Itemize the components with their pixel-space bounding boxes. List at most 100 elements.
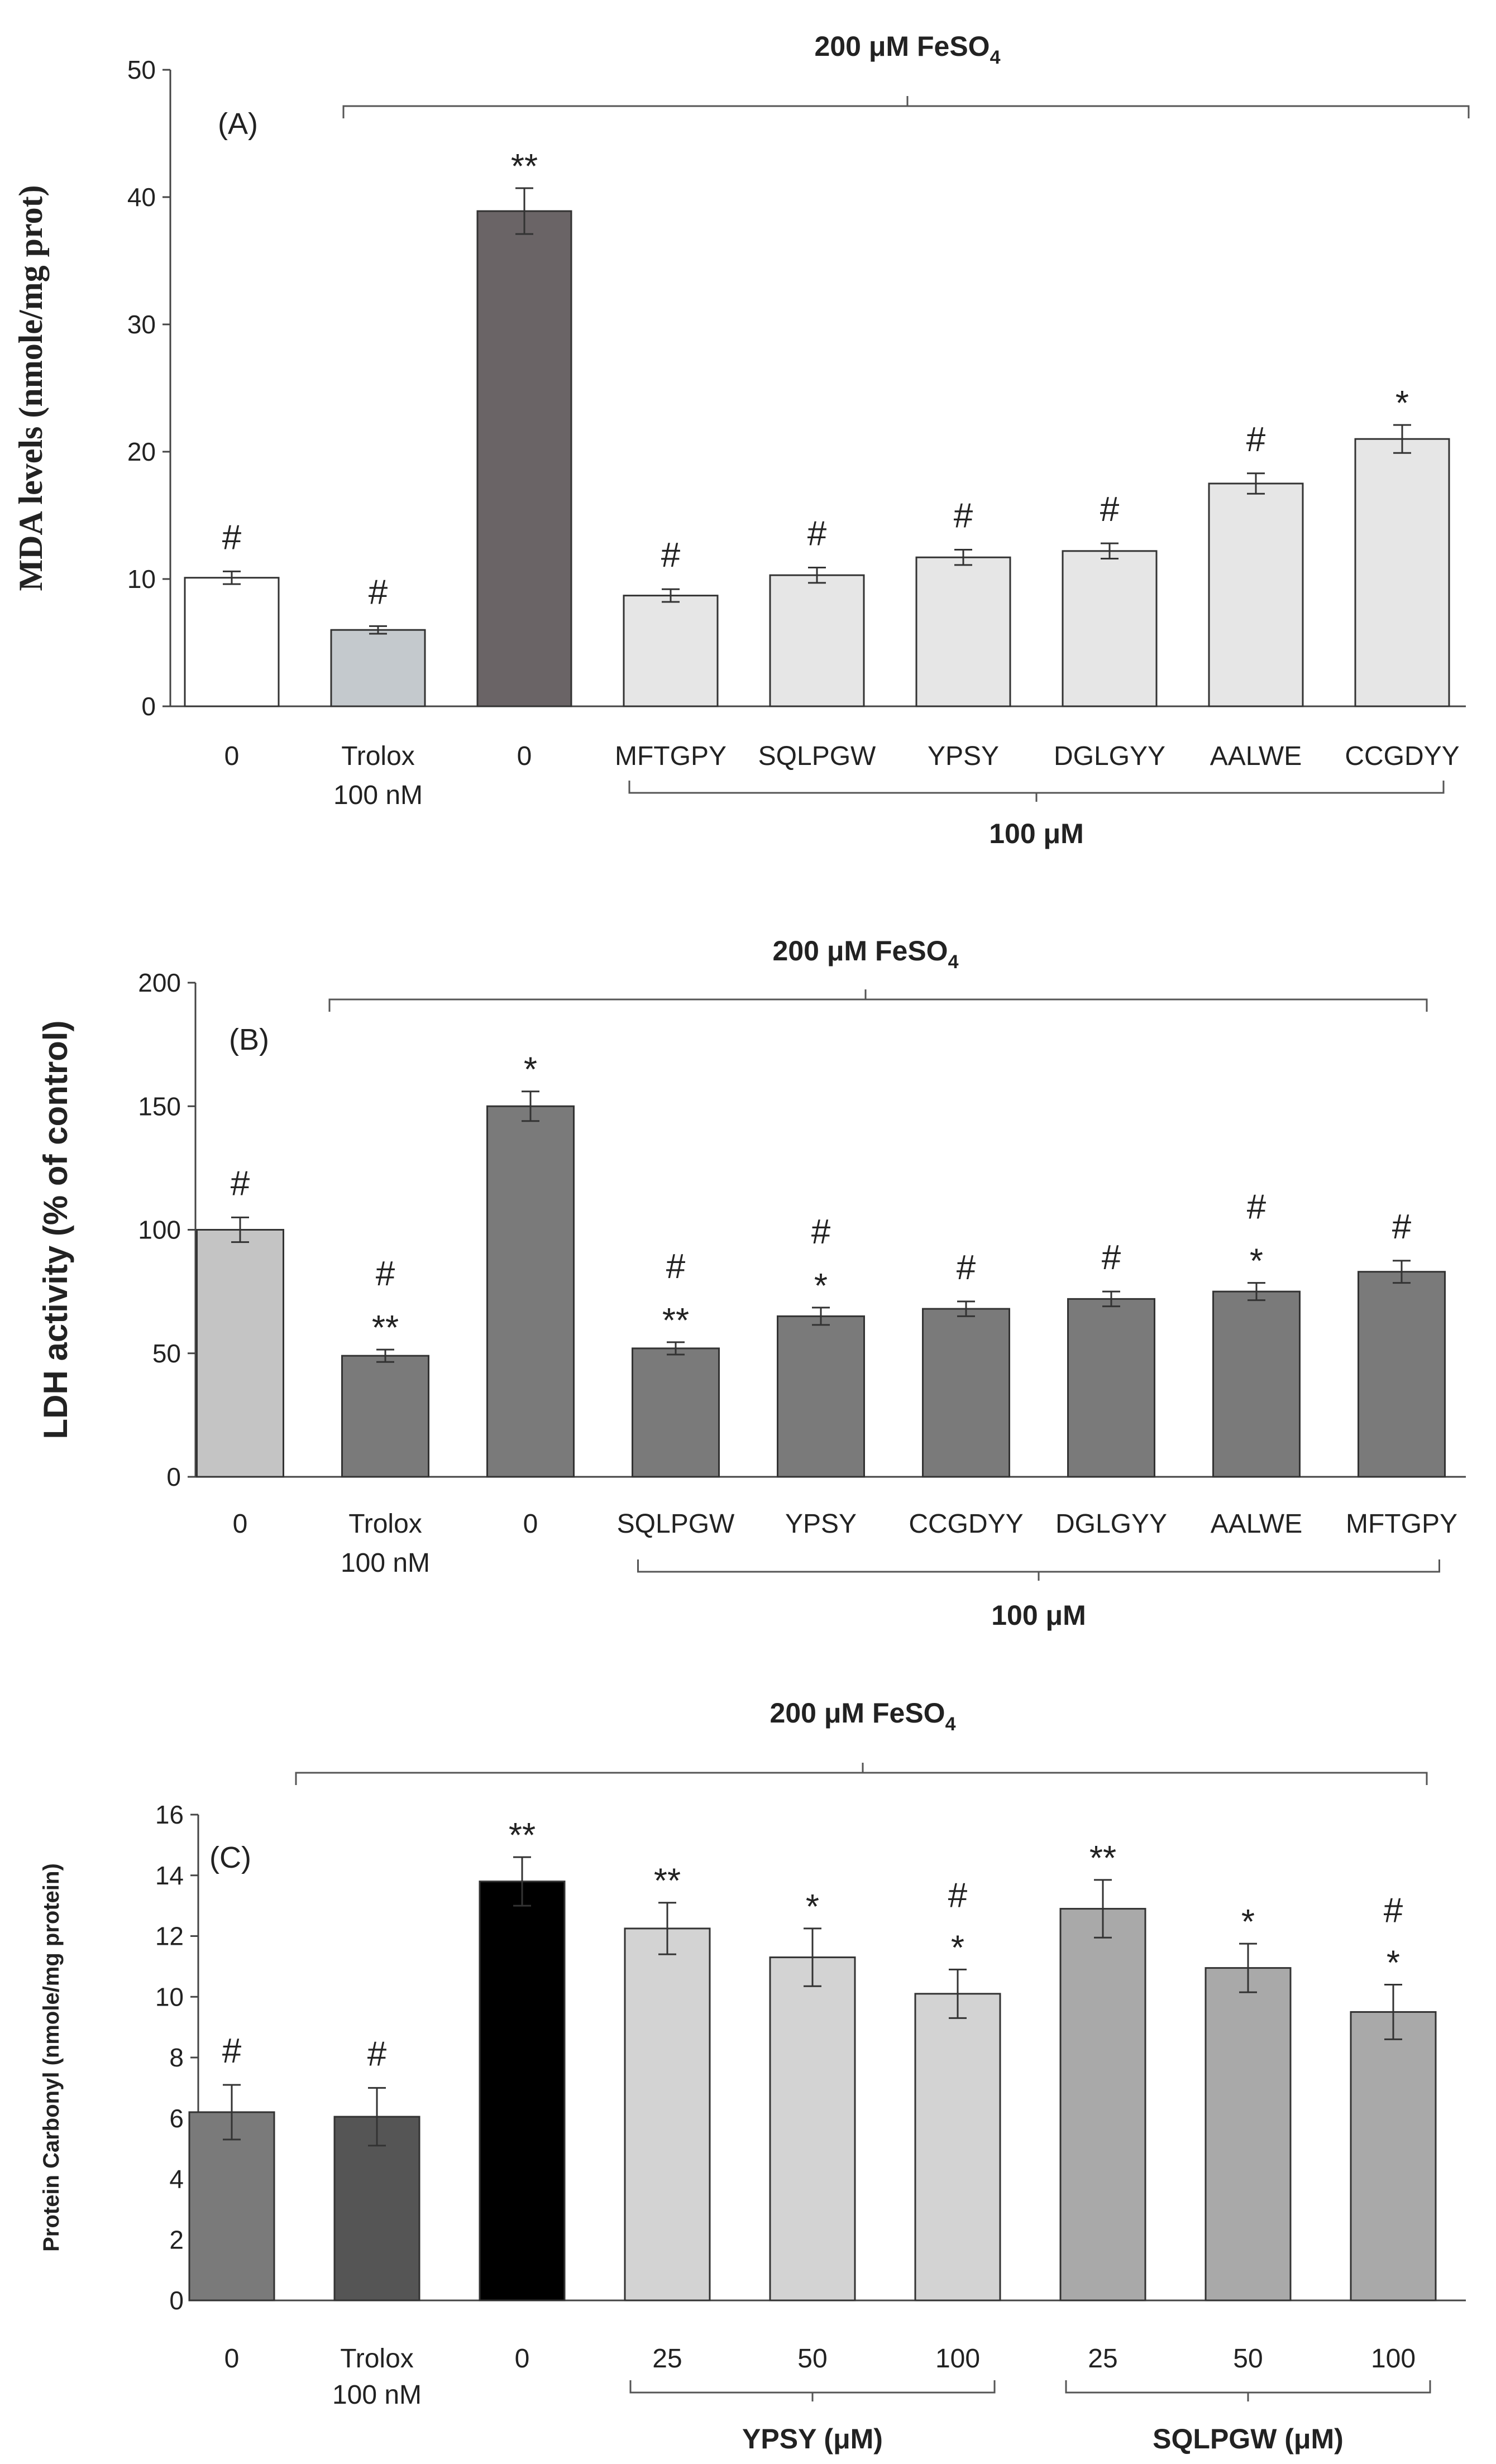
category-label: 0 xyxy=(224,741,240,771)
category-label: CCGDYY xyxy=(909,1509,1023,1539)
bar xyxy=(624,1927,711,2302)
significance-marker: # xyxy=(954,497,973,535)
group-bracket xyxy=(1065,2380,1431,2401)
category-label: 100 xyxy=(1371,2344,1416,2374)
error-bar xyxy=(1393,1260,1411,1284)
group-label: YPSY (μM) xyxy=(742,2423,883,2455)
significance-marker: # xyxy=(369,573,388,611)
significance-marker: ** xyxy=(372,1309,399,1347)
category-label: 50 xyxy=(1233,2344,1263,2374)
significance-marker: # xyxy=(666,1247,686,1286)
category-label: 100 nM xyxy=(332,2380,422,2410)
error-bar xyxy=(1248,1282,1265,1302)
treatment-label-main: 200 μM FeSO xyxy=(815,31,990,62)
error-bar xyxy=(808,566,826,584)
significance-marker: # xyxy=(811,1213,831,1251)
y-tick-label: 50 xyxy=(127,55,156,84)
y-tick-label: 100 xyxy=(138,1216,181,1245)
y-axis-label: LDH activity (% of control) xyxy=(37,1020,74,1439)
y-tick-label: 20 xyxy=(127,437,156,466)
significance-marker: * xyxy=(814,1267,828,1305)
significance-marker: # xyxy=(1392,1208,1412,1246)
error-bar xyxy=(957,1300,975,1317)
significance-marker: # xyxy=(231,1164,250,1203)
category-label: 0 xyxy=(515,2344,530,2374)
bar xyxy=(1350,2011,1437,2302)
error-bar xyxy=(1102,1290,1120,1308)
error-bar xyxy=(515,187,533,235)
category-label: 0 xyxy=(224,2344,240,2374)
category-label: Trolox xyxy=(348,1509,422,1539)
y-tick-label: 200 xyxy=(138,968,181,997)
significance-marker: ** xyxy=(509,1816,536,1855)
y-tick-label: 16 xyxy=(155,1800,184,1829)
significance-marker: * xyxy=(1395,384,1409,423)
treatment-label: 200 μM FeSO4 xyxy=(770,1697,956,1735)
bar xyxy=(196,1229,284,1478)
significance-marker: # xyxy=(1102,1238,1121,1277)
error-bar xyxy=(804,1927,821,1987)
significance-marker: # xyxy=(222,2032,242,2070)
bar xyxy=(1205,1967,1292,2302)
category-label: AALWE xyxy=(1211,1509,1302,1539)
error-bar xyxy=(1384,1984,1402,2040)
category-label: 50 xyxy=(797,2344,827,2374)
bar xyxy=(1067,1298,1155,1478)
error-bar xyxy=(369,625,387,635)
error-bar xyxy=(667,1341,685,1356)
bar xyxy=(341,1355,429,1478)
error-bar xyxy=(1101,542,1119,560)
panel-label: (B) xyxy=(229,1023,269,1056)
error-bar xyxy=(376,1348,394,1363)
y-tick-label: 6 xyxy=(169,2104,184,2133)
significance-marker: # xyxy=(222,518,242,557)
error-bar xyxy=(812,1307,830,1326)
y-tick-label: 0 xyxy=(166,1462,181,1491)
significance-marker: # xyxy=(661,536,681,575)
significance-marker: * xyxy=(951,1929,964,1967)
treatment-label-main: 200 μM FeSO xyxy=(773,935,948,967)
error-bar xyxy=(1239,1943,1257,1993)
y-tick-label: 10 xyxy=(155,1982,184,2011)
panel-b-ldh-activity: 0 50 100 150 200 LDH activity (% of control) (… xyxy=(37,935,1466,1631)
y-tick-label: 12 xyxy=(155,1922,184,1951)
category-label: 100 nM xyxy=(341,1548,430,1578)
error-bar xyxy=(223,2084,241,2141)
bar xyxy=(623,595,719,707)
significance-marker: ** xyxy=(662,1302,689,1340)
group-bracket xyxy=(629,2380,996,2401)
category-label: YPSY xyxy=(928,741,999,771)
bar xyxy=(184,577,280,707)
group-bracket xyxy=(637,1559,1440,1581)
bar xyxy=(188,2111,275,2302)
category-label: 25 xyxy=(652,2344,682,2374)
category-label: SQLPGW xyxy=(758,741,876,771)
significance-marker: ** xyxy=(1089,1839,1116,1878)
error-bar xyxy=(223,570,241,585)
significance-marker: # xyxy=(367,2035,387,2073)
error-bar xyxy=(513,1856,531,1907)
bar xyxy=(1208,482,1304,707)
significance-marker: # xyxy=(807,514,827,553)
category-label: Trolox xyxy=(340,2344,414,2374)
y-tick-label: 14 xyxy=(155,1861,184,1890)
bar xyxy=(486,1105,575,1478)
y-tick-label: 4 xyxy=(169,2165,184,2194)
significance-marker: # xyxy=(1246,420,1266,459)
group-bracket xyxy=(628,781,1445,802)
significance-marker: * xyxy=(1241,1903,1255,1941)
category-label: MFTGPY xyxy=(615,741,727,771)
category-label: YPSY xyxy=(785,1509,857,1539)
panel-c-protein-carbonyl: 0 2 4 6 8 10 12 14 16 Protein Carbonyl (nmole/mg … xyxy=(39,1697,1466,2455)
bar xyxy=(330,629,426,707)
bar xyxy=(476,210,572,707)
treatment-label: 200 μM FeSO4 xyxy=(815,31,1001,68)
treatment-bracket xyxy=(342,96,1470,118)
significance-marker: * xyxy=(1250,1242,1263,1281)
bar xyxy=(333,2116,420,2302)
significance-marker: * xyxy=(806,1888,819,1926)
treatment-label-subscript: 4 xyxy=(945,1714,956,1735)
category-label: 100 nM xyxy=(333,781,423,810)
error-bar xyxy=(658,1902,676,1955)
